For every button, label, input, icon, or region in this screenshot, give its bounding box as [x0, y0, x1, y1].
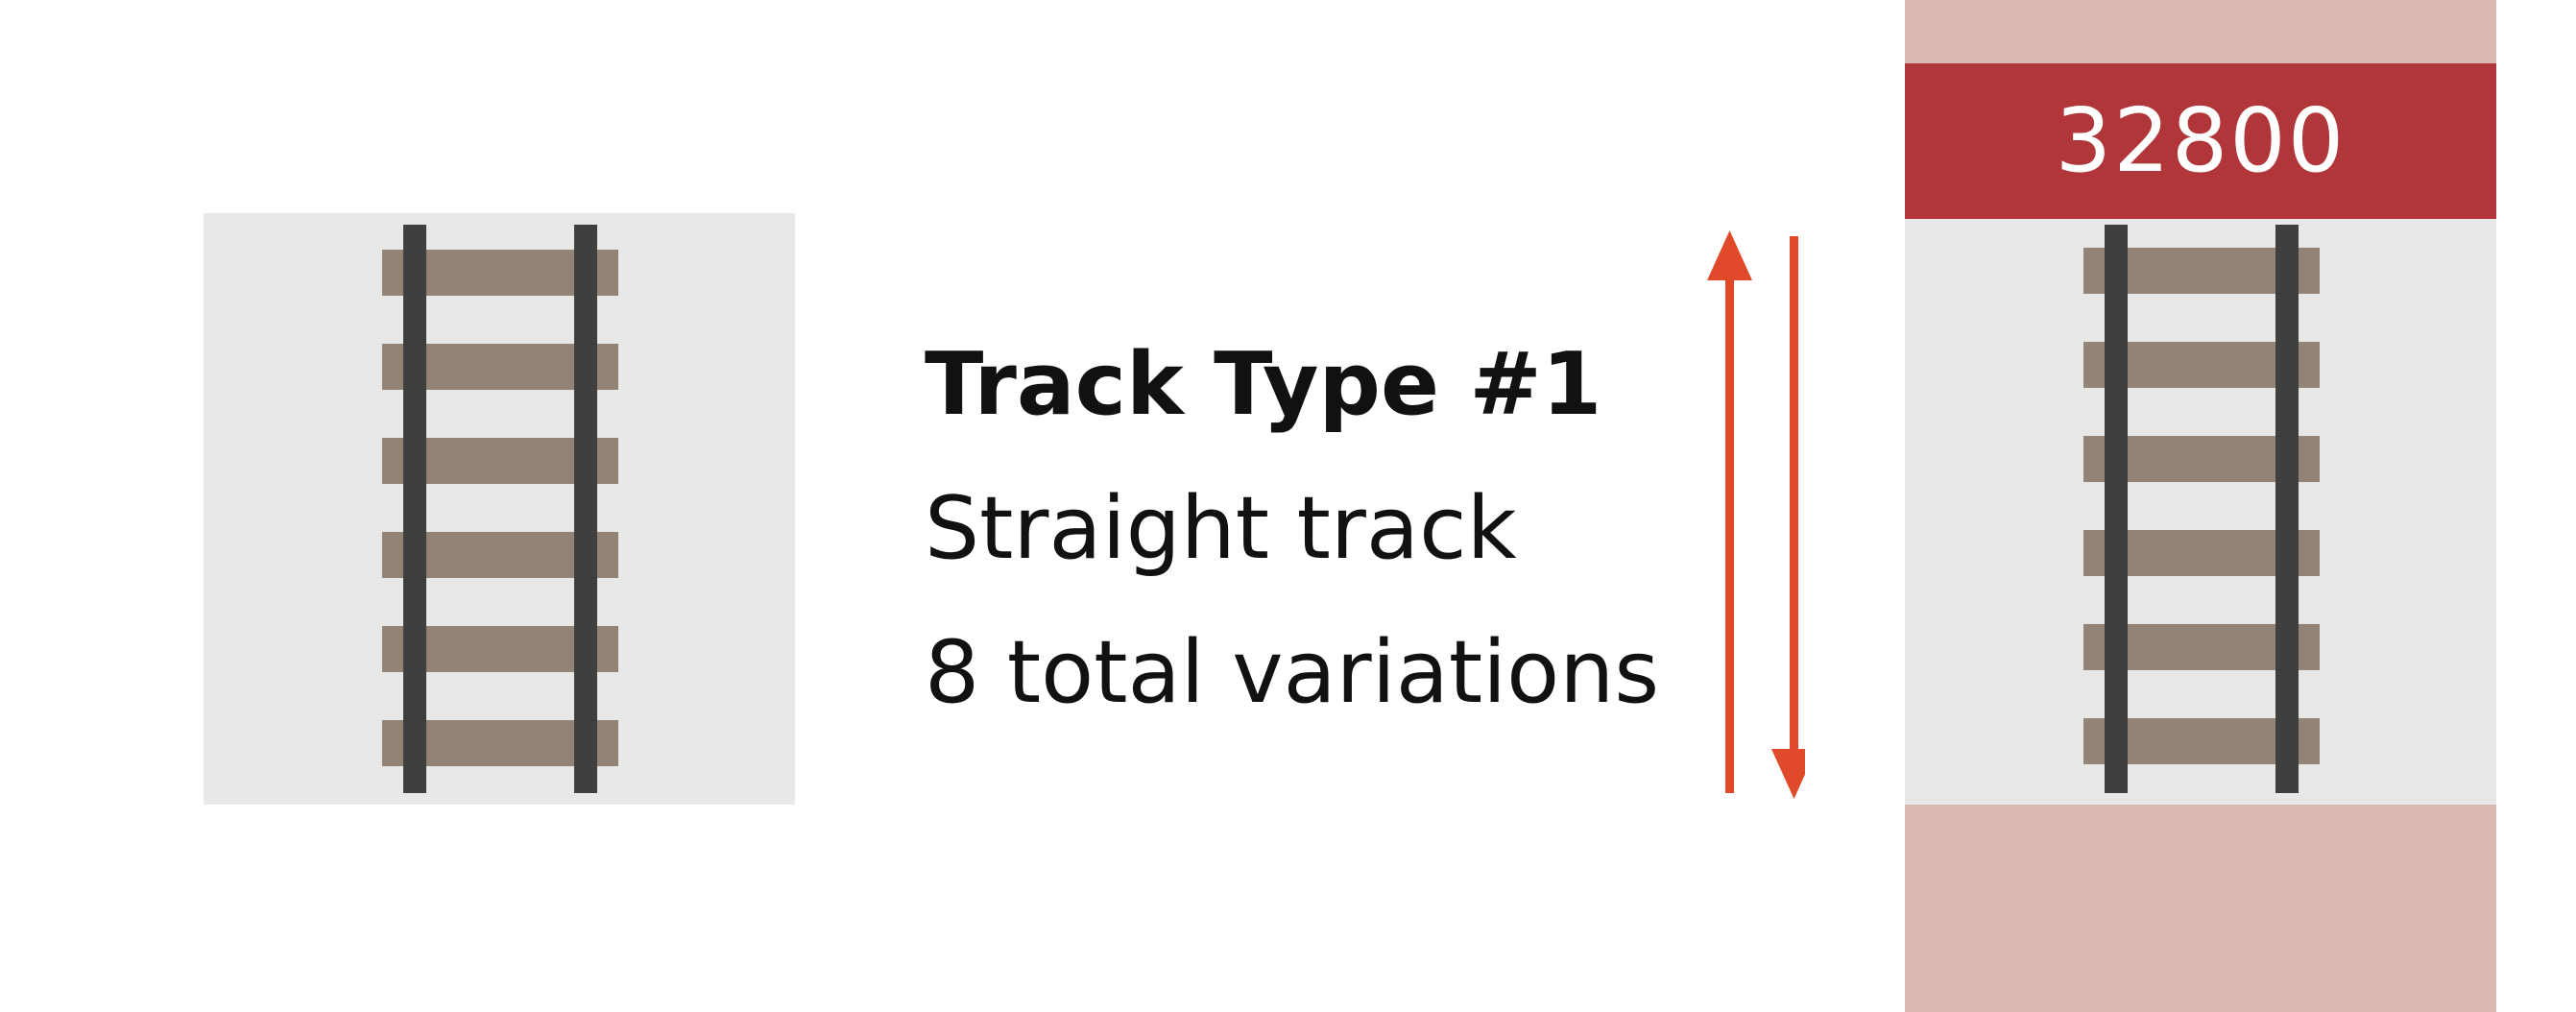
track-variations: 8 total variations — [925, 622, 1660, 723]
track-id-banner: 32800 — [1905, 63, 2496, 219]
straight-track-icon — [2083, 225, 2320, 793]
track-tile-selected[interactable] — [1905, 219, 2496, 805]
track-selection-column: 32800 — [1905, 0, 2496, 1012]
down-arrow-icon — [1771, 236, 1805, 799]
track-rails — [2105, 225, 2299, 793]
up-down-arrows-icon — [1707, 230, 1805, 799]
track-description: Straight track — [925, 478, 1517, 579]
track-tile-preview — [204, 213, 795, 805]
up-arrow-icon — [1707, 230, 1752, 793]
track-info: Track Type #1 Straight track 8 total var… — [925, 313, 1659, 745]
track-rails — [403, 225, 597, 793]
track-title: Track Type #1 — [925, 334, 1602, 435]
straight-track-icon — [382, 225, 618, 793]
